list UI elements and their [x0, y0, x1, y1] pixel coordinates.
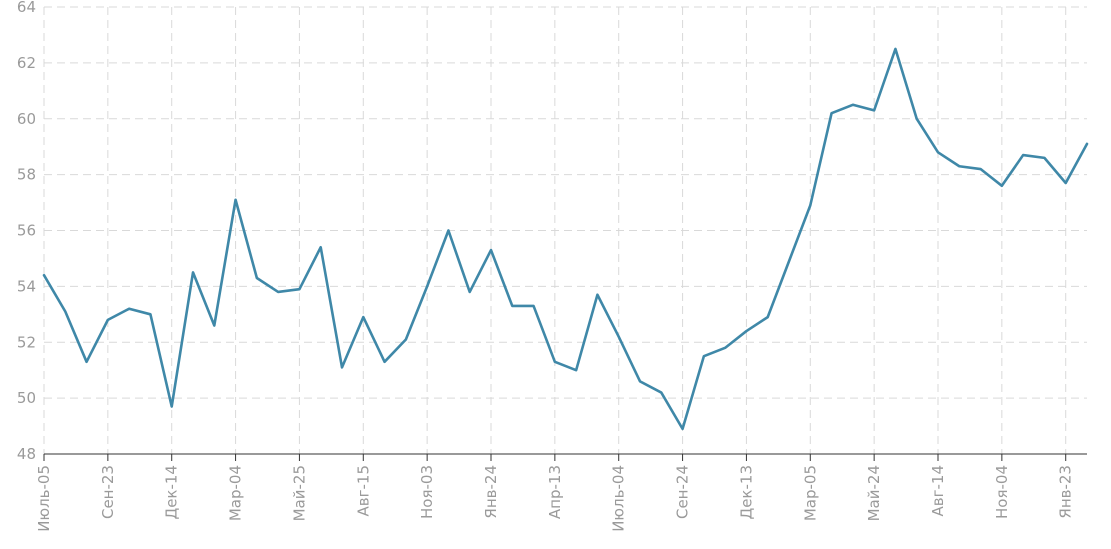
- y-tick-label: 50: [17, 389, 36, 407]
- x-tick-label: Дек-14: [163, 465, 181, 520]
- x-tick-label: Дек-13: [737, 465, 755, 520]
- grid: [43, 6, 1087, 454]
- x-tick-label: Май-25: [290, 465, 308, 521]
- y-tick-label: 62: [17, 54, 36, 72]
- x-tick-label: Мар-04: [227, 465, 245, 521]
- x-tick-label: Сен-24: [674, 465, 692, 519]
- axes: [43, 453, 1087, 461]
- y-tick-label: 64: [17, 0, 36, 16]
- y-tick-label: 54: [17, 277, 36, 295]
- y-tick-label: 52: [17, 333, 36, 351]
- x-tick-label: Апр-13: [546, 465, 564, 519]
- x-axis-tick-labels: Июль-05 Сен-23 Дек-14 Мар-04 Май-25 Авг-15 Ноя…: [35, 465, 1075, 532]
- x-tick-label: Сен-23: [99, 465, 117, 519]
- x-tick-label: Авг-14: [929, 465, 947, 516]
- x-tick-label: Ноя-03: [418, 465, 436, 519]
- x-tick-label: Янв-24: [482, 465, 500, 519]
- x-tick-label: Май-24: [865, 465, 883, 521]
- y-axis-tick-labels: 48 50 52 54 56 58 60 62 64: [17, 0, 36, 463]
- x-tick-label: Ноя-04: [993, 465, 1011, 519]
- y-tick-label: 58: [17, 166, 36, 184]
- x-tick-label: Янв-23: [1057, 465, 1075, 519]
- series-line: [42, 47, 1089, 431]
- y-tick-label: 48: [17, 445, 36, 463]
- x-tick-label: Мар-05: [801, 465, 819, 521]
- x-tick-label: Авг-15: [354, 465, 372, 516]
- series: [42, 47, 1089, 431]
- x-tick-label: Июль-05: [35, 465, 53, 532]
- y-tick-label: 60: [17, 110, 36, 128]
- y-tick-label: 56: [17, 222, 36, 240]
- x-tick-label: Июль-04: [610, 465, 628, 532]
